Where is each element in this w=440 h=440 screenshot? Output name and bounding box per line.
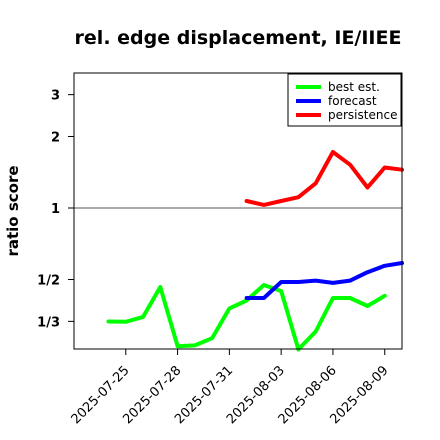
y-tick-label: 1: [51, 202, 60, 217]
y-tick-label: 1/2: [37, 274, 60, 289]
y-axis: 1/3 1/2 1 2 3: [37, 89, 74, 330]
legend-label: persistence: [328, 108, 397, 122]
x-axis: 2025-07-252025-07-282025-07-312025-08-03…: [69, 349, 392, 427]
series-line-persistence: [244, 150, 404, 207]
chart-title: rel. edge displacement, IE/IIEE: [75, 27, 402, 49]
y-tick-label: 2: [51, 130, 60, 145]
legend-label: forecast: [328, 94, 377, 108]
y-axis-label: ratio score: [4, 165, 22, 256]
legend-label: best est.: [328, 80, 380, 94]
series-line-forecast: [244, 261, 404, 300]
series-line-best-est-: [106, 283, 387, 352]
plot-area: [74, 150, 404, 352]
plot-frame: [73, 72, 403, 350]
y-tick-label: 3: [51, 89, 60, 104]
y-tick-label: 1/3: [37, 315, 60, 330]
